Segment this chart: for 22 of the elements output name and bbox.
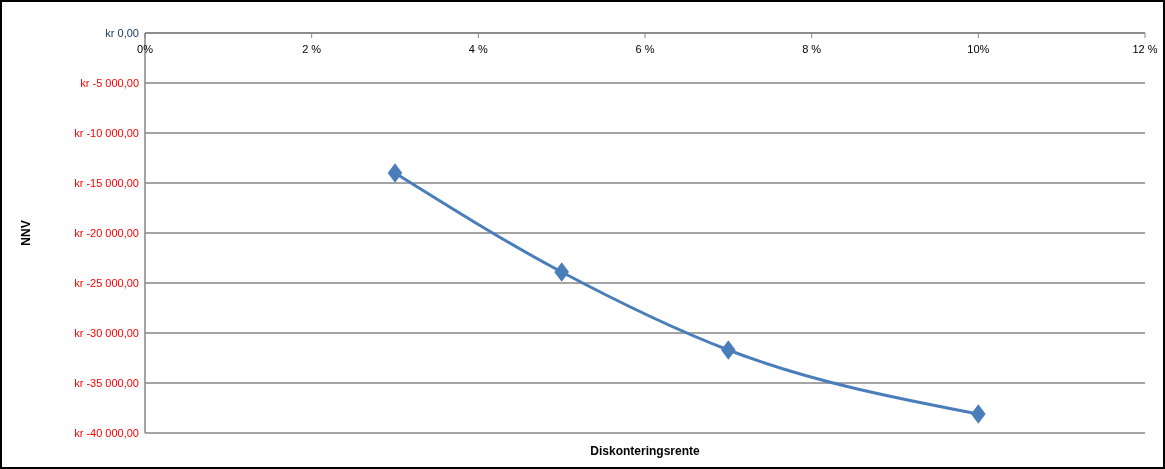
y-tick-label: kr -15 000,00 bbox=[74, 176, 139, 189]
y-tick-label: kr -30 000,00 bbox=[74, 326, 139, 339]
x-tick-label: 12 % bbox=[1132, 43, 1158, 55]
x-axis-title: Diskonteringsrente bbox=[590, 444, 701, 458]
point bbox=[387, 163, 403, 183]
y-axis-title: NNV bbox=[19, 220, 33, 246]
y-tick-label: kr -20 000,00 bbox=[74, 226, 139, 239]
point bbox=[971, 404, 986, 424]
y-tick-label: kr -5 000,00 bbox=[80, 76, 139, 89]
y-tick-label: kr -40 000,00 bbox=[74, 426, 139, 439]
point bbox=[721, 340, 736, 360]
y-tick-label: kr -35 000,00 bbox=[74, 376, 139, 389]
y-tick-label: kr -10 000,00 bbox=[74, 126, 139, 139]
x-tick-label: 0% bbox=[137, 43, 154, 55]
y-tick-label: kr -25 000,00 bbox=[74, 276, 139, 289]
x-tick-label: 6 % bbox=[635, 43, 655, 55]
y-tick-label: kr 0,00 bbox=[105, 26, 139, 39]
x-tick-label: 2 % bbox=[302, 43, 322, 55]
x-tick-label: 10% bbox=[967, 43, 990, 55]
x-tick-label: 4 % bbox=[468, 43, 489, 55]
x-tick-label: 8 % bbox=[802, 43, 822, 55]
point bbox=[554, 262, 569, 282]
